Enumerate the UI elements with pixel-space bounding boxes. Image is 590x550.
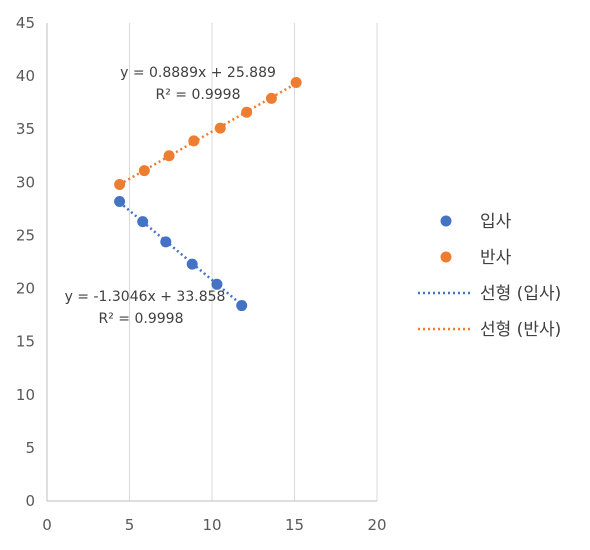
x-tick-label: 20	[367, 516, 386, 534]
trendline-equations: y = 0.8889x + 25.889 R² = 0.9998 y = -1.…	[65, 65, 276, 327]
data-point-반사	[163, 150, 175, 162]
legend: 입사 반사 선형 (입사) 선형 (반사)	[418, 212, 561, 340]
data-point-입사	[236, 300, 248, 312]
data-point-반사	[188, 135, 200, 147]
legend-label-선형-반사: 선형 (반사)	[480, 320, 561, 340]
legend-label-선형-입사: 선형 (입사)	[480, 284, 561, 304]
y-tick-label: 5	[25, 439, 35, 457]
trendline-equation-반사: y = 0.8889x + 25.889	[120, 65, 276, 81]
trendlines	[118, 82, 297, 306]
axes	[46, 23, 377, 502]
gridlines	[129, 23, 378, 501]
y-tick-label: 45	[16, 14, 35, 32]
x-tick-label: 0	[42, 516, 52, 534]
y-tick-label: 10	[16, 386, 35, 404]
y-tick-label: 15	[16, 333, 35, 351]
data-point-입사	[114, 195, 126, 207]
x-tick-label: 10	[202, 516, 221, 534]
y-tick-label: 0	[25, 492, 35, 510]
y-tick-label: 35	[16, 120, 35, 138]
data-point-입사	[211, 278, 223, 290]
data-point-반사	[138, 165, 150, 177]
legend-label-입사: 입사	[480, 212, 512, 232]
y-tick-label: 20	[16, 280, 35, 298]
trendline-r2-입사: R² = 0.9998	[99, 311, 184, 327]
y-tick-label: 40	[16, 67, 35, 85]
trendline-선형 (반사)	[118, 82, 297, 186]
data-point-반사	[265, 92, 277, 104]
data-point-반사	[241, 106, 253, 118]
data-point-반사	[114, 178, 126, 190]
data-point-반사	[290, 76, 302, 88]
legend-label-반사: 반사	[480, 248, 512, 268]
data-points	[114, 76, 302, 312]
trendline-equation-입사: y = -1.3046x + 33.858	[65, 289, 226, 305]
legend-marker-반사	[440, 251, 452, 263]
legend-marker-입사	[440, 215, 452, 227]
tick-labels: 0 5 10 15 20 25 30 35 40 45 0 5 10 15 20	[16, 14, 387, 534]
data-point-반사	[214, 122, 226, 134]
y-tick-label: 25	[16, 226, 35, 244]
x-tick-label: 15	[285, 516, 304, 534]
data-point-입사	[160, 236, 172, 248]
data-point-입사	[137, 216, 149, 228]
data-point-입사	[186, 258, 198, 270]
trendline-r2-반사: R² = 0.9998	[156, 87, 241, 103]
x-tick-label: 5	[125, 516, 135, 534]
y-tick-label: 30	[16, 173, 35, 191]
